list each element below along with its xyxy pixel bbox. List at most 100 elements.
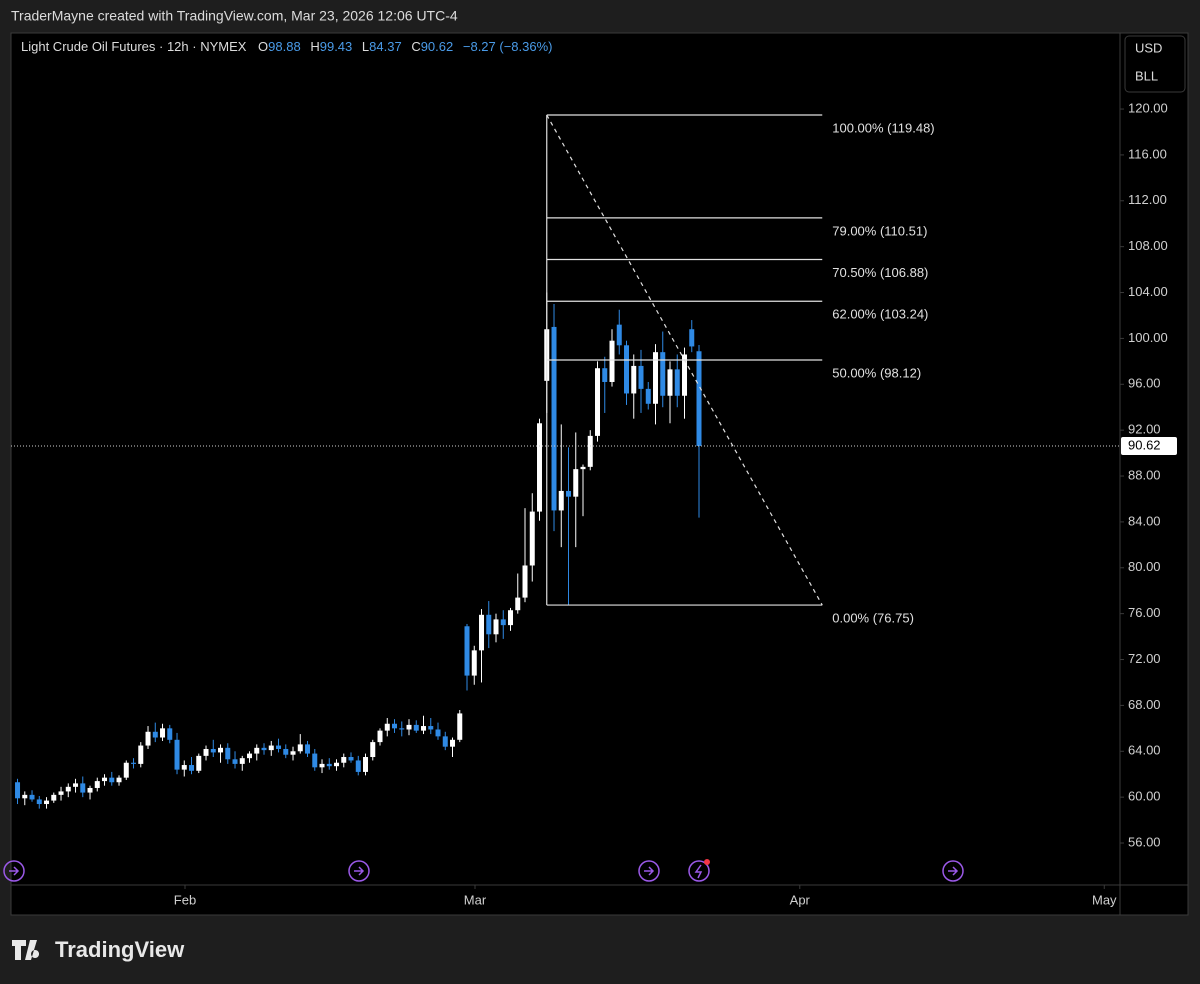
ohlc-letter: C — [411, 39, 420, 54]
candle-body — [377, 730, 383, 743]
candle-body — [51, 794, 57, 801]
candle-body — [464, 626, 470, 676]
candle-body — [276, 745, 282, 749]
candle-body — [160, 728, 166, 738]
candle-body — [645, 388, 651, 404]
candle-body — [616, 324, 622, 346]
candle-body — [87, 787, 93, 793]
fib-label: 50.00% (98.12) — [832, 365, 921, 380]
candle-body — [261, 747, 267, 751]
x-tick-label: Mar — [464, 892, 487, 907]
chart-panel — [10, 32, 1189, 916]
event-glyph — [354, 866, 365, 876]
candle-body — [80, 783, 86, 793]
fib-label: 70.50% (106.88) — [832, 265, 928, 280]
ohlc-letter: O — [258, 39, 268, 54]
event-glyph — [9, 866, 20, 876]
candle-body — [254, 747, 260, 754]
candle-body — [486, 614, 492, 635]
event-icon[interactable] — [638, 860, 660, 882]
candle-body — [602, 368, 608, 382]
candle-body — [631, 365, 637, 394]
candle-body — [696, 351, 702, 446]
event-icon[interactable] — [348, 860, 370, 882]
candle-body — [609, 340, 615, 382]
candle-body — [674, 369, 680, 396]
candle-body — [370, 742, 376, 758]
candle-body — [392, 723, 398, 729]
candle-body — [94, 781, 100, 788]
x-tick-label: Feb — [174, 892, 196, 907]
y-tick-label: 116.00 — [1128, 146, 1167, 161]
fib-label: 0.00% (76.75) — [832, 610, 914, 625]
ohlc-letter: H — [310, 39, 319, 54]
candle-body — [457, 713, 463, 740]
candle-body — [268, 745, 274, 751]
candle-body — [297, 744, 303, 752]
y-tick-label: 60.00 — [1128, 789, 1161, 804]
candle-body — [682, 354, 688, 396]
candle-body — [500, 619, 506, 626]
fib-label: 79.00% (110.51) — [832, 223, 927, 238]
candle-body — [421, 726, 427, 731]
candle-body — [479, 614, 485, 651]
y-tick-label: 88.00 — [1128, 467, 1161, 482]
x-tick-label: Apr — [790, 892, 811, 907]
last-price-label: 90.62 — [1128, 437, 1161, 452]
candle-body — [653, 352, 659, 404]
candle-body — [537, 423, 543, 512]
currency: USD — [1135, 40, 1162, 55]
ohlc-value: 84.37 — [369, 39, 402, 54]
currency-box[interactable] — [1124, 35, 1186, 93]
candle-body — [203, 748, 209, 756]
candle-body — [29, 794, 35, 800]
y-tick-label: 104.00 — [1128, 284, 1168, 299]
candle-body — [123, 762, 129, 778]
candle-body — [319, 763, 325, 768]
candle-body — [189, 765, 195, 771]
y-tick-label: 100.00 — [1128, 330, 1168, 345]
x-tick-label: May — [1092, 892, 1117, 907]
candle-body — [508, 610, 514, 626]
candle-body — [587, 435, 593, 467]
event-dot — [704, 859, 710, 865]
candle-body — [660, 352, 666, 396]
candle-body — [413, 724, 419, 731]
candle-body — [522, 565, 528, 598]
candle-body — [225, 747, 231, 760]
candle-body — [355, 760, 361, 772]
y-tick-label: 64.00 — [1128, 743, 1161, 758]
candle-body — [399, 728, 405, 730]
event-icon[interactable] — [688, 860, 710, 882]
candle-body — [247, 753, 253, 759]
fib-label: 100.00% (119.48) — [832, 120, 934, 135]
legend: Light Crude Oil Futures · 12h · NYMEX O9… — [21, 39, 553, 54]
candle-body — [36, 799, 42, 805]
candle-body — [152, 731, 158, 738]
event-icon[interactable] — [3, 860, 25, 882]
candle-body — [638, 365, 644, 389]
candle-body — [218, 747, 224, 753]
candle-body — [44, 800, 50, 805]
event-icon[interactable] — [942, 860, 964, 882]
candle-body — [558, 490, 564, 511]
credit: TraderMayne created with TradingView.com… — [11, 8, 458, 24]
y-tick-label: 92.00 — [1128, 422, 1161, 437]
candle-body — [283, 748, 289, 755]
symbol-title: Light Crude Oil Futures · 12h · NYMEX — [21, 39, 247, 54]
candle-body — [493, 619, 499, 635]
candle-body — [145, 731, 151, 746]
y-tick-label: 80.00 — [1128, 559, 1161, 574]
candle-body — [102, 777, 108, 782]
candle-body — [551, 326, 557, 511]
candle-body — [363, 757, 369, 772]
y-tick-label: 56.00 — [1128, 834, 1161, 849]
fib-trend — [546, 114, 823, 606]
candle-body — [15, 782, 21, 799]
candle-body — [167, 728, 173, 740]
candle-body — [348, 757, 354, 761]
candle-body — [450, 739, 456, 747]
candle-body — [239, 758, 245, 764]
